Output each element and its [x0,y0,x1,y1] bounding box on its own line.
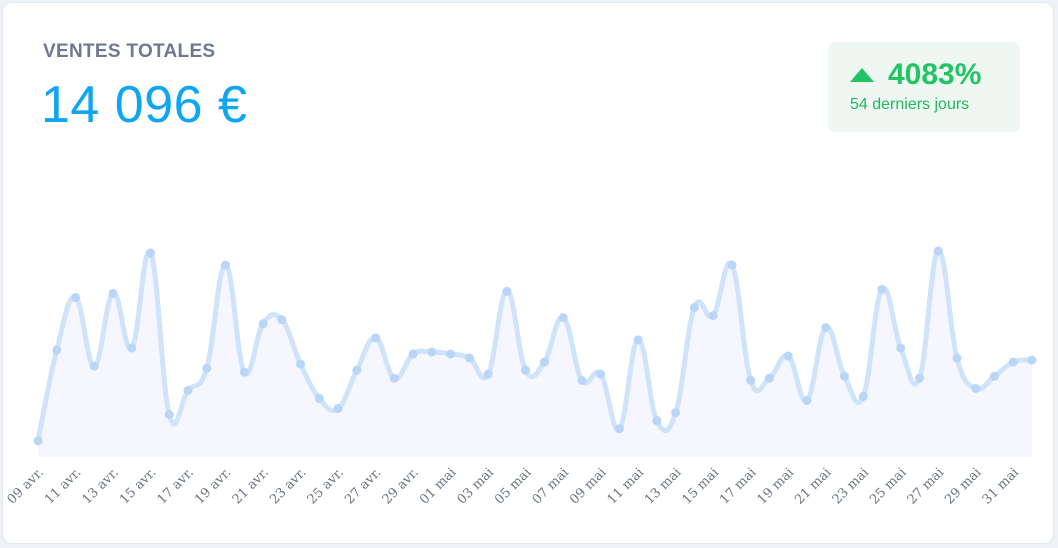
x-tick-label: 27 avr. [342,465,384,507]
data-point[interactable] [408,349,418,359]
data-point[interactable] [502,286,512,296]
x-tick-label: 23 avr. [267,465,309,507]
data-point[interactable] [577,375,587,385]
x-tick-label: 03 mai [455,465,497,507]
data-point[interactable] [427,347,437,357]
data-point[interactable] [89,361,99,371]
data-point[interactable] [746,375,756,385]
data-point[interactable] [164,410,174,420]
data-point[interactable] [671,408,681,418]
data-point[interactable] [989,371,999,381]
data-point[interactable] [539,357,549,367]
data-point[interactable] [1027,355,1037,365]
data-point[interactable] [221,260,231,270]
triangle-up-icon [850,68,874,82]
x-tick-label: 29 avr. [380,465,422,507]
data-point[interactable] [277,315,287,325]
x-tick-label: 17 avr. [155,465,197,507]
data-point[interactable] [389,373,399,383]
data-point[interactable] [371,333,381,343]
data-point[interactable] [258,319,268,329]
data-point[interactable] [596,369,606,379]
data-point[interactable] [821,323,831,333]
series-area [38,250,1032,457]
x-tick-label: 23 mai [830,465,872,507]
data-point[interactable] [52,345,62,355]
data-point[interactable] [689,303,699,313]
data-point[interactable] [933,246,943,256]
data-point[interactable] [652,416,662,426]
data-point[interactable] [333,404,343,414]
x-tick-label: 09 avr. [5,465,47,507]
x-tick-label: 25 avr. [305,465,347,507]
x-tick-label: 13 avr. [80,465,122,507]
x-tick-label: 13 mai [642,465,684,507]
data-point[interactable] [296,359,306,369]
data-point[interactable] [239,367,249,377]
x-tick-label: 31 mai [980,465,1022,507]
data-point[interactable] [839,371,849,381]
x-tick-label: 15 mai [680,465,722,507]
data-point[interactable] [314,393,324,403]
data-point[interactable] [146,248,156,258]
x-tick-label: 11 mai [605,465,647,507]
data-point[interactable] [33,436,43,446]
growth-badge: 4083% 54 derniers jours [828,42,1020,132]
data-point[interactable] [802,395,812,405]
data-point[interactable] [446,349,456,359]
data-point[interactable] [1008,357,1018,367]
data-point[interactable] [633,335,643,345]
x-tick-label: 05 mai [492,465,534,507]
x-tick-label: 17 mai [717,465,759,507]
data-point[interactable] [183,385,193,395]
x-tick-label: 25 mai [867,465,909,507]
x-tick-label: 15 avr. [117,465,159,507]
x-tick-label: 19 avr. [192,465,234,507]
data-point[interactable] [521,365,531,375]
x-tick-label: 07 mai [530,465,572,507]
data-point[interactable] [464,353,474,363]
total-amount: 14 096 € [41,76,248,134]
data-point[interactable] [877,284,887,294]
x-tick-label: 29 mai [942,465,984,507]
data-point[interactable] [71,292,81,302]
x-tick-label: 27 mai [905,465,947,507]
data-point[interactable] [708,311,718,321]
x-tick-label: 01 mai [417,465,459,507]
data-point[interactable] [914,373,924,383]
x-tick-label: 19 mai [755,465,797,507]
data-point[interactable] [971,383,981,393]
data-point[interactable] [858,391,868,401]
sales-line-chart: 09 avr.11 avr.13 avr.15 avr.17 avr.19 av… [5,246,1037,508]
x-tick-label: 09 mai [567,465,609,507]
data-point[interactable] [558,313,568,323]
data-point[interactable] [764,373,774,383]
data-point[interactable] [202,363,212,373]
data-point[interactable] [727,260,737,270]
data-point[interactable] [352,365,362,375]
x-tick-label: 21 mai [792,465,834,507]
data-point[interactable] [783,351,793,361]
card-title: VENTES TOTALES [43,41,216,62]
data-point[interactable] [614,424,624,434]
data-point[interactable] [952,353,962,363]
growth-row: 4083% [850,58,981,92]
x-tick-label: 21 avr. [230,465,272,507]
x-tick-label: 11 avr. [42,465,84,507]
growth-period: 54 derniers jours [850,96,970,113]
data-point[interactable] [483,369,493,379]
growth-percent: 4083% [888,58,982,91]
data-point[interactable] [896,343,906,353]
data-point[interactable] [127,343,137,353]
data-point[interactable] [108,288,118,298]
